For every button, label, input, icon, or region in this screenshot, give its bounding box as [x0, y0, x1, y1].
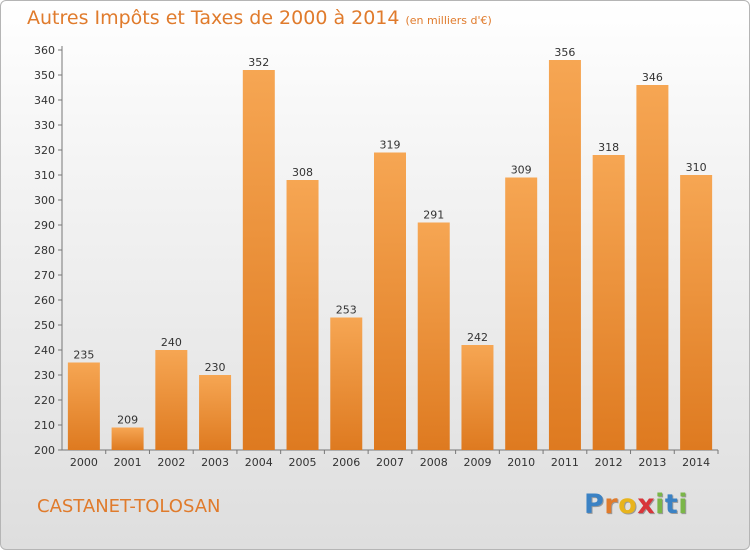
chart-axes: 200 210 220 230 240 250 260 270 280 290 300 310 320 3… [34, 44, 719, 469]
y-tick-label: 290 [34, 219, 55, 232]
x-tick-label: 2009 [463, 456, 491, 469]
y-tick-label: 280 [34, 244, 55, 257]
title-text: Autres Impôts et Taxes de 2000 à 2014 [27, 7, 400, 29]
bar [286, 180, 319, 450]
x-tick-label: 2002 [157, 456, 185, 469]
y-tick-label: 240 [34, 344, 55, 357]
brand-letter: i [655, 489, 665, 520]
bar [636, 85, 669, 450]
bar [67, 362, 100, 450]
bar [417, 222, 450, 450]
bar [505, 177, 538, 450]
brand-letter: P [584, 489, 605, 520]
y-tick-label: 300 [34, 194, 55, 207]
y-tick-label: 270 [34, 269, 55, 282]
y-tick-label: 230 [34, 369, 55, 382]
data-label: 230 [205, 361, 226, 374]
data-label: 346 [642, 71, 663, 84]
x-tick-label: 2010 [507, 456, 535, 469]
brand-logo: Proxiti [584, 489, 688, 520]
y-tick-label: 250 [34, 319, 55, 332]
data-label: 240 [161, 336, 182, 349]
x-tick-label: 2011 [551, 456, 579, 469]
data-label: 310 [686, 161, 707, 174]
data-label: 319 [380, 139, 401, 152]
title-unit: (en milliers d'€) [405, 14, 492, 27]
bars-group [67, 60, 713, 450]
data-label: 209 [117, 414, 138, 427]
data-label: 291 [423, 209, 444, 222]
y-tick-label: 310 [34, 169, 55, 182]
data-label: 235 [73, 349, 94, 362]
y-tick-label: 350 [34, 69, 55, 82]
data-label: 242 [467, 331, 488, 344]
bar [548, 60, 581, 450]
x-tick-label: 2000 [70, 456, 98, 469]
data-label: 253 [336, 304, 357, 317]
y-tick-label: 260 [34, 294, 55, 307]
y-tick-label: 210 [34, 419, 55, 432]
x-tick-label: 2006 [332, 456, 360, 469]
x-tick-label: 2014 [682, 456, 710, 469]
x-tick-label: 2008 [420, 456, 448, 469]
bar [680, 175, 713, 450]
data-label: 308 [292, 166, 313, 179]
y-tick-label: 320 [34, 144, 55, 157]
x-tick-label: 2005 [289, 456, 317, 469]
y-tick-label: 220 [34, 394, 55, 407]
data-label: 318 [598, 141, 619, 154]
brand-letter: x [637, 489, 656, 520]
bar [461, 345, 494, 450]
bar [199, 375, 232, 450]
x-tick-label: 2003 [201, 456, 229, 469]
y-tick-label: 330 [34, 119, 55, 132]
x-tick-label: 2007 [376, 456, 404, 469]
bar [242, 70, 275, 450]
bar [592, 155, 625, 450]
x-tick-label: 2012 [595, 456, 623, 469]
y-tick-label: 360 [34, 44, 55, 57]
bar [111, 427, 144, 450]
x-tick-label: 2013 [638, 456, 666, 469]
data-label: 356 [554, 46, 575, 59]
y-tick-label: 200 [34, 444, 55, 457]
data-labels-group: 235 209 240 230 352 308 253 319 291 242 309 356 318 3… [73, 46, 706, 427]
y-tick-label: 340 [34, 94, 55, 107]
brand-letter: o [618, 489, 638, 520]
x-tick-label: 2004 [245, 456, 273, 469]
x-tick-label: 2001 [114, 456, 142, 469]
brand-letter: r [604, 489, 619, 520]
chart-title: Autres Impôts et Taxes de 2000 à 2014 (en… [27, 7, 492, 29]
location-label: CASTANET-TOLOSAN [37, 496, 221, 517]
data-label: 352 [248, 56, 269, 69]
brand-letter: t [664, 489, 679, 520]
bar [374, 152, 406, 450]
data-label: 309 [511, 164, 532, 177]
bar [155, 350, 188, 450]
brand-letter: i [678, 489, 689, 520]
bar [330, 317, 363, 450]
